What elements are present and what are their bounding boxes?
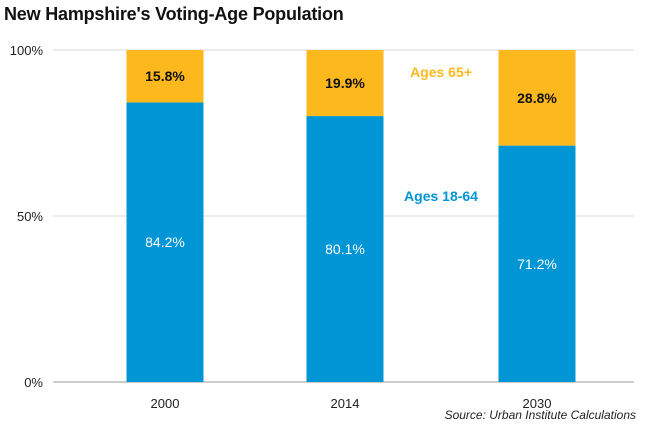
data-label: 84.2% bbox=[145, 234, 185, 250]
bar-segment bbox=[498, 50, 576, 146]
chart-title: New Hampshire's Voting-Age Population bbox=[4, 4, 344, 24]
legend-label: Ages 65+ bbox=[410, 64, 472, 80]
data-label: 19.9% bbox=[325, 75, 365, 91]
bar-segment bbox=[498, 145, 576, 382]
x-tick-label: 2030 bbox=[523, 396, 552, 411]
inline-legend: Ages 18-64 Ages 65+ bbox=[404, 64, 478, 204]
x-axis-ticks: 2000 2014 2030 bbox=[151, 396, 552, 411]
bar-segment bbox=[306, 50, 384, 117]
y-tick-label: 50% bbox=[17, 209, 43, 224]
y-axis-ticks: 0% 50% 100% bbox=[10, 43, 44, 390]
x-tick-label: 2014 bbox=[331, 396, 360, 411]
data-label: 80.1% bbox=[325, 241, 365, 257]
bars bbox=[126, 50, 576, 383]
bar-segment bbox=[126, 50, 204, 103]
source-note: Source: Urban Institute Calculations bbox=[444, 408, 636, 422]
bar-segment bbox=[306, 116, 384, 383]
data-label: 71.2% bbox=[517, 256, 557, 272]
x-tick-label: 2000 bbox=[151, 396, 180, 411]
bar-segment bbox=[126, 102, 204, 383]
data-labels: 84.2% 15.8% 80.1% 19.9% 71.2% 28.8% bbox=[145, 68, 557, 272]
data-label: 15.8% bbox=[145, 68, 185, 84]
legend-label: Ages 18-64 bbox=[404, 188, 478, 204]
y-tick-label: 100% bbox=[10, 43, 44, 58]
y-tick-label: 0% bbox=[24, 375, 43, 390]
data-label: 28.8% bbox=[517, 90, 557, 106]
